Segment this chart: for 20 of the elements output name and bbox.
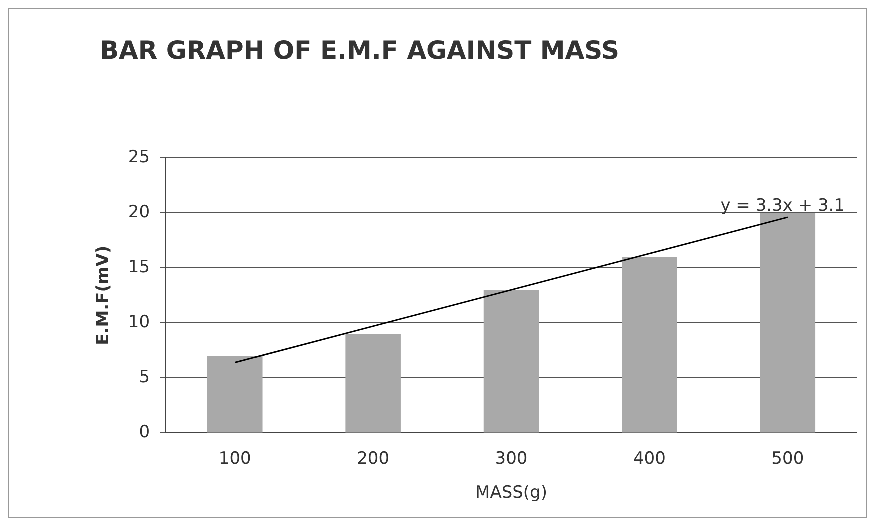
annotation: y = 3.3x + 3.1 <box>720 196 845 216</box>
bar <box>622 257 678 433</box>
x-tick-label: 400 <box>633 448 666 469</box>
bar <box>760 213 816 433</box>
y-tick-label: 5 <box>139 368 150 388</box>
y-tick-label: 0 <box>139 422 150 443</box>
x-tick-label: 500 <box>772 448 804 469</box>
chart-title: BAR GRAPH OF E.M.F AGAINST MASS <box>100 36 620 65</box>
bar <box>346 334 401 433</box>
x-axis-title: MASS(g) <box>476 483 548 504</box>
bar <box>207 356 263 433</box>
x-tick-label: 200 <box>357 448 390 469</box>
y-tick-label: 15 <box>128 258 150 278</box>
y-axis-title: E.M.F(mV) <box>94 246 114 346</box>
y-tick-label: 20 <box>128 202 150 222</box>
y-tick-label: 10 <box>128 312 150 333</box>
y-tick-label: 25 <box>128 147 150 168</box>
x-tick-label: 300 <box>495 448 528 469</box>
x-tick-label: 100 <box>218 448 252 469</box>
bar <box>484 290 540 433</box>
